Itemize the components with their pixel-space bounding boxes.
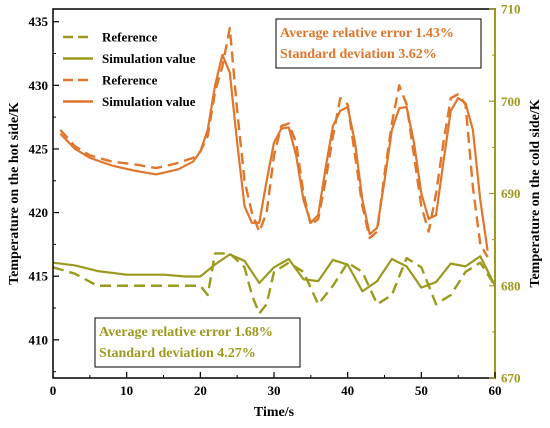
y-right-axis-title: Temperature on the cold side/K bbox=[528, 99, 543, 287]
legend-label: Reference bbox=[102, 73, 158, 88]
legend: Reference Simulation value Reference Simula… bbox=[63, 30, 196, 109]
annotation-text: Standard deviation 4.27% bbox=[99, 346, 256, 361]
y-left-tick-label: 425 bbox=[29, 141, 49, 156]
annotation-text: Average relative error 1.68% bbox=[99, 325, 273, 340]
annotation-text: Standard deviation 3.62% bbox=[280, 47, 437, 62]
y-right-tick-label: 710 bbox=[501, 2, 521, 17]
annotations: Average relative error 1.43% Standard dev… bbox=[94, 18, 482, 368]
x-tick-label: 60 bbox=[489, 383, 502, 398]
x-tick-label: 0 bbox=[50, 383, 57, 398]
annotation-box bbox=[275, 18, 482, 69]
legend-label: Simulation value bbox=[102, 51, 196, 66]
x-tick-label: 10 bbox=[120, 383, 133, 398]
x-axis-title: Time/s bbox=[254, 405, 295, 420]
y-left-axis-title: Temperature on the hot side/K bbox=[7, 102, 22, 285]
y-left-tick-label: 410 bbox=[29, 332, 49, 347]
x-tick-label: 40 bbox=[341, 383, 354, 398]
x-tick-label: 30 bbox=[268, 383, 281, 398]
legend-label: Reference bbox=[102, 30, 158, 45]
legend-label: Simulation value bbox=[102, 94, 196, 109]
y-left-tick-label: 420 bbox=[29, 205, 49, 220]
axes-layer: 0 10 20 30 40 50 60 410 415 420 425 430 435 670 680 690… bbox=[7, 2, 543, 421]
series-left-solid-line bbox=[59, 53, 489, 251]
annotation-box bbox=[94, 317, 301, 368]
y-left-tick-label: 430 bbox=[29, 78, 49, 93]
x-tick-label: 20 bbox=[194, 383, 207, 398]
y-left-tick-label: 435 bbox=[29, 14, 49, 29]
y-left-tick-label: 415 bbox=[29, 269, 49, 284]
y-right-tick-label: 670 bbox=[501, 371, 521, 386]
series-layer bbox=[53, 26, 495, 315]
series-right-solid-line bbox=[53, 253, 495, 293]
y-right-tick-label: 700 bbox=[501, 94, 521, 109]
y-right-tick-label: 690 bbox=[501, 186, 521, 201]
x-tick-label: 50 bbox=[415, 383, 428, 398]
series-right-dashed-line bbox=[53, 252, 495, 315]
annotation-text: Average relative error 1.43% bbox=[280, 26, 454, 41]
y-right-tick-label: 680 bbox=[501, 278, 521, 293]
